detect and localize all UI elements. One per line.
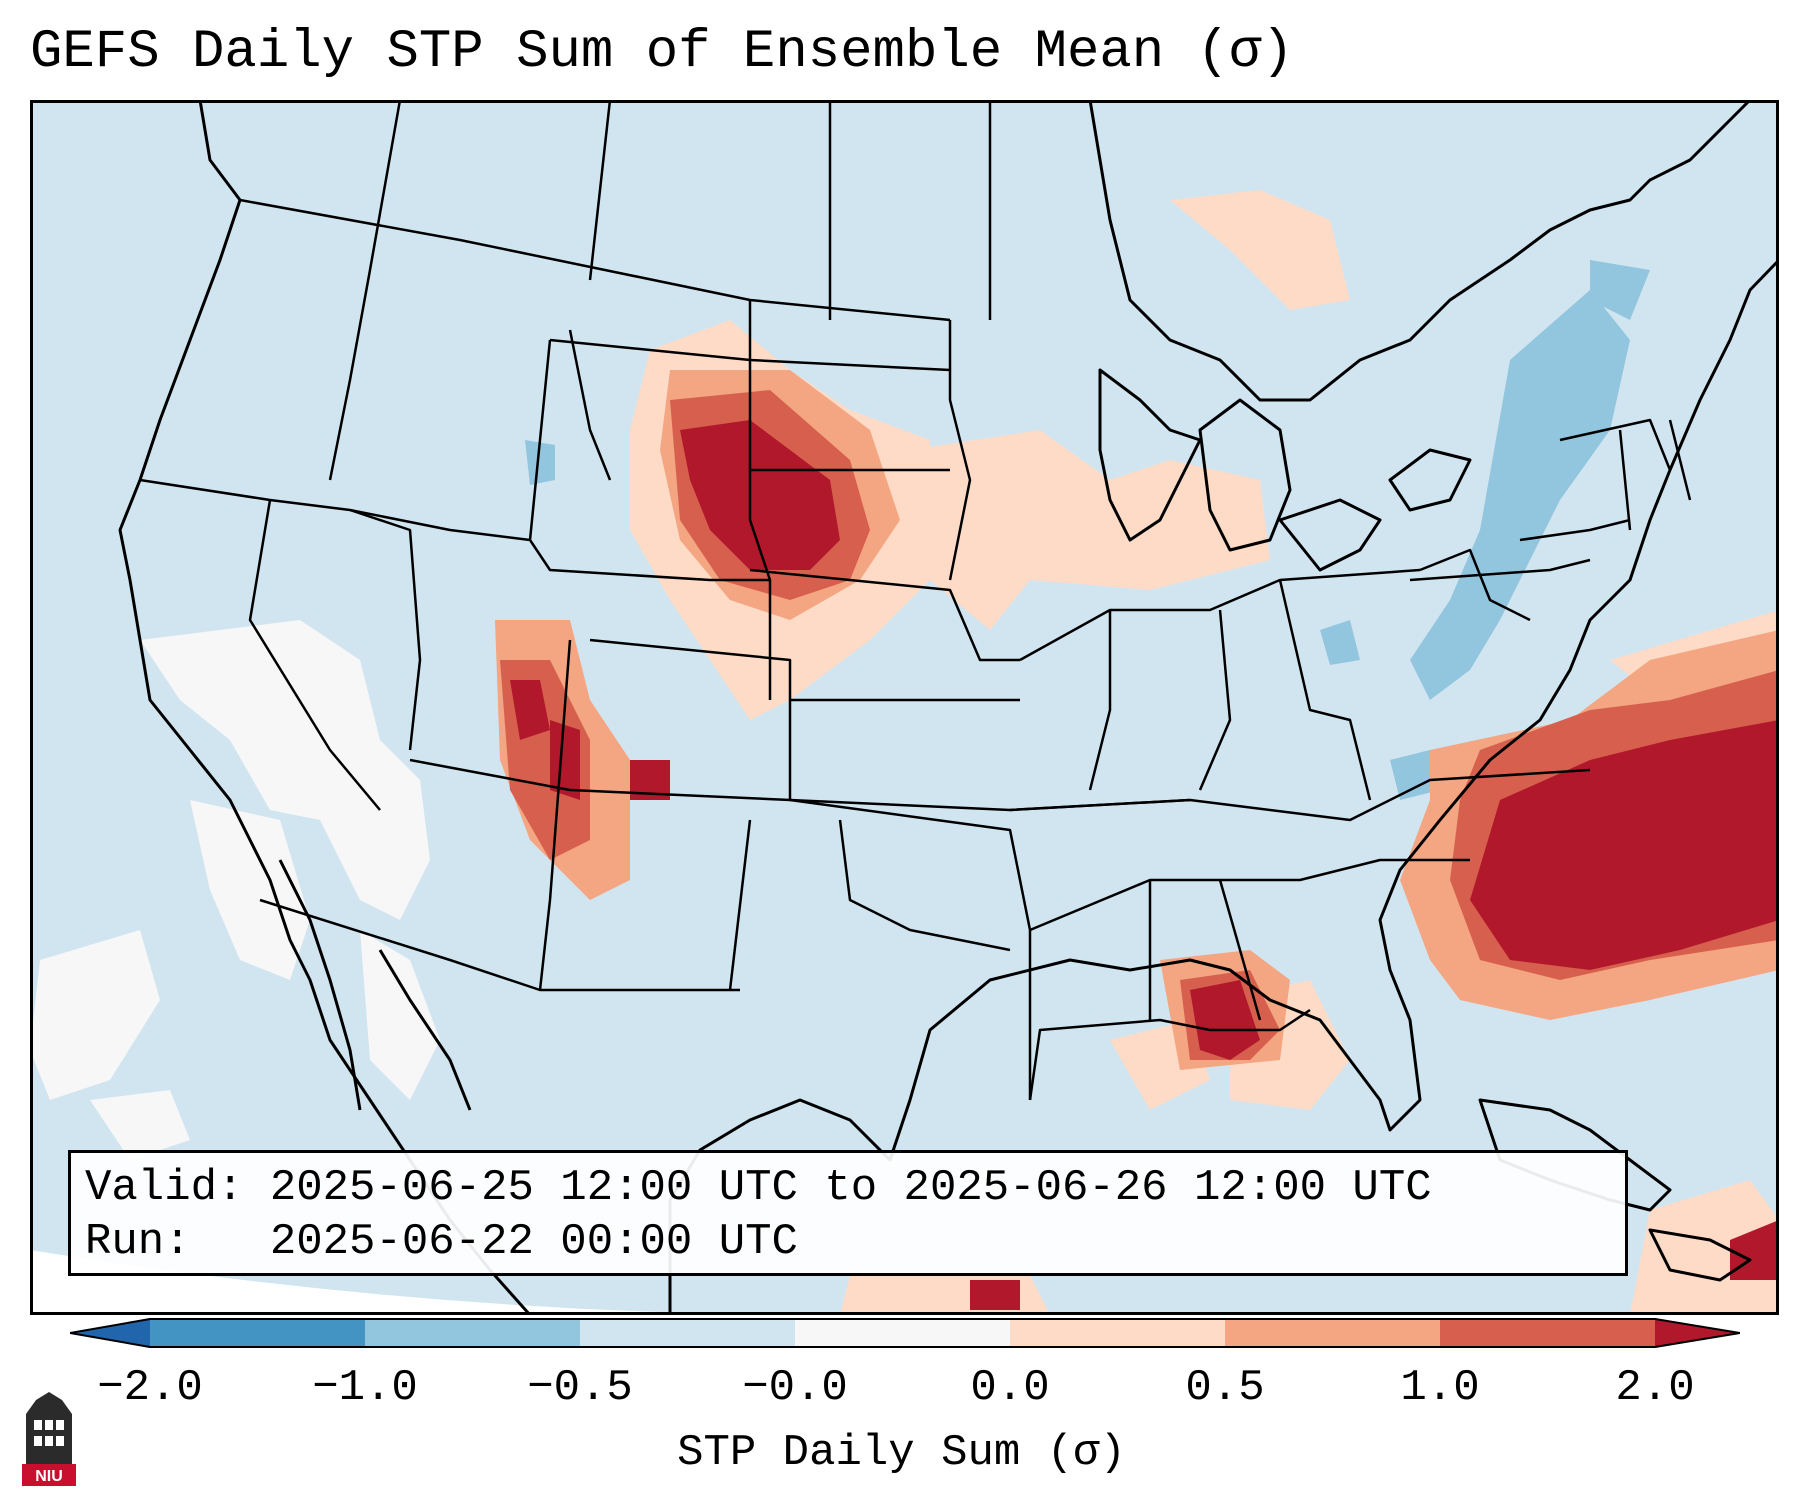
state-boundaries [139, 100, 1692, 1101]
colorbar-tick-label: 1.0 [1400, 1363, 1480, 1413]
colorbar-label: STP Daily Sum (σ) [677, 1428, 1126, 1478]
negative-patches [525, 260, 1650, 800]
niu-logo-text: NIU [35, 1468, 63, 1485]
colorbar-tick-label: −2.0 [97, 1363, 203, 1413]
near-zero-patches [30, 620, 440, 1160]
validity-info-box: Valid: 2025-06-25 12:00 UTC to 2025-06-2… [68, 1150, 1628, 1276]
valid-time: 2025-06-25 12:00 UTC to 2025-06-26 12:00… [269, 1163, 1432, 1213]
colorbar-bin-0-05 [1010, 1318, 1225, 1348]
colorbar-bin-05-1 [1225, 1318, 1440, 1348]
run-time: 2025-06-22 00:00 UTC [269, 1217, 798, 1267]
map-frame [30, 100, 1779, 1315]
colorbar-bin-neg2-neg1 [150, 1318, 365, 1348]
colorbar-tick-label: −1.0 [312, 1363, 418, 1413]
colorbar-tick-label: −0.5 [527, 1363, 633, 1413]
colorbar-tick-label: 0.5 [1185, 1363, 1265, 1413]
colorbar-tick-label: −0.0 [742, 1363, 848, 1413]
colorbar-extend-high [1655, 1318, 1740, 1348]
valid-label: Valid: [85, 1163, 244, 1213]
colorbar-tick-label: 2.0 [1615, 1363, 1695, 1413]
map-panel [30, 100, 1779, 1315]
run-row: Run: 2025-06-22 00:00 UTC [85, 1215, 1611, 1269]
run-label: Run: [85, 1217, 191, 1267]
positive-patches-extreme [510, 420, 1779, 1310]
colorbar-extend-low [70, 1318, 150, 1348]
map-corner-blank [30, 1250, 830, 1315]
niu-logo: NIU [22, 1392, 76, 1486]
colorbar-tick-label: 0.0 [970, 1363, 1050, 1413]
colorbar [70, 1318, 1740, 1348]
colorbar-bin-neg1-neg05 [365, 1318, 580, 1348]
colorbar-bin-zero [795, 1318, 1010, 1348]
colorbar-bin-1-2 [1440, 1318, 1655, 1348]
colorbar-bin-neg05-0 [580, 1318, 795, 1348]
page-title: GEFS Daily STP Sum of Ensemble Mean (σ) [30, 22, 1294, 83]
colorbar-outline [70, 1318, 1740, 1348]
valid-row: Valid: 2025-06-25 12:00 UTC to 2025-06-2… [85, 1161, 1611, 1215]
